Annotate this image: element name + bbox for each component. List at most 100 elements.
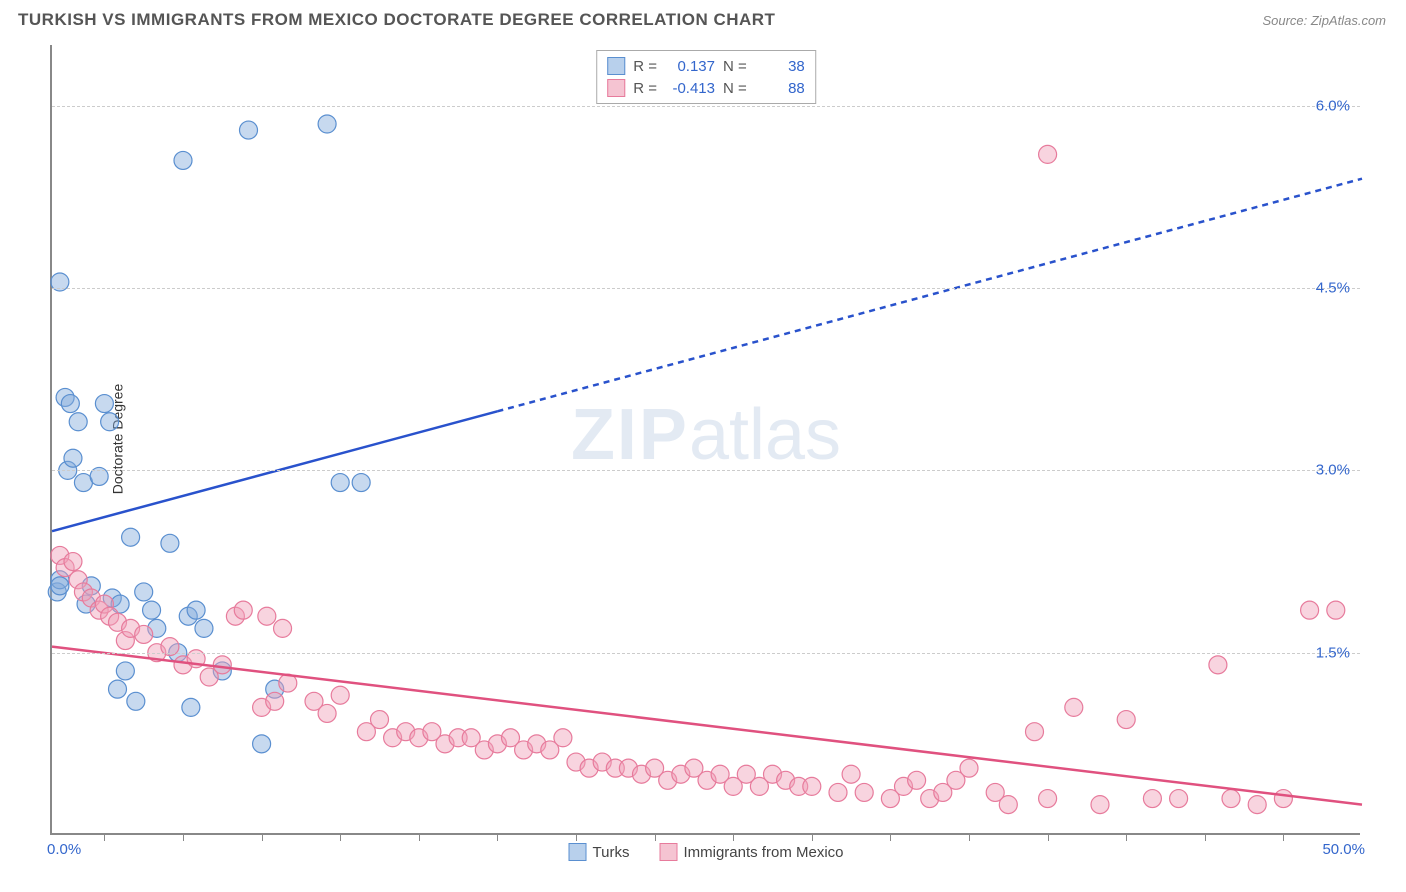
grid-line (52, 470, 1360, 471)
n-value-mexico: 88 (755, 80, 805, 97)
data-point (122, 528, 140, 546)
swatch-turks (607, 57, 625, 75)
data-point (1248, 796, 1266, 814)
data-point (240, 121, 258, 139)
grid-line (52, 288, 1360, 289)
data-point (1327, 601, 1345, 619)
chart-title: TURKISH VS IMMIGRANTS FROM MEXICO DOCTOR… (18, 10, 775, 30)
y-tick-label: 3.0% (1316, 462, 1350, 479)
x-tick-mark (104, 833, 105, 841)
x-tick-mark (890, 833, 891, 841)
x-tick-mark (576, 833, 577, 841)
data-point (371, 711, 389, 729)
source-attribution: Source: ZipAtlas.com (1262, 13, 1386, 28)
data-point (855, 783, 873, 801)
y-tick-label: 1.5% (1316, 644, 1350, 661)
swatch-mexico (607, 79, 625, 97)
data-point (331, 686, 349, 704)
data-point (61, 395, 79, 413)
data-point (109, 680, 127, 698)
data-point (1301, 601, 1319, 619)
data-point (69, 413, 87, 431)
x-tick-mark (1205, 833, 1206, 841)
x-tick-mark (1048, 833, 1049, 841)
data-point (908, 771, 926, 789)
x-tick-mark (733, 833, 734, 841)
data-point (101, 413, 119, 431)
x-tick-mark (969, 833, 970, 841)
x-tick-mark (262, 833, 263, 841)
data-point (274, 619, 292, 637)
grid-line (52, 106, 1360, 107)
swatch-mexico-icon (659, 843, 677, 861)
data-point (829, 783, 847, 801)
x-tick-mark (183, 833, 184, 841)
data-point (1143, 790, 1161, 808)
x-tick-mark (419, 833, 420, 841)
data-point (258, 607, 276, 625)
data-point (135, 625, 153, 643)
scatter-plot-svg (52, 45, 1360, 833)
data-point (352, 474, 370, 492)
data-point (182, 698, 200, 716)
n-value-turks: 38 (755, 58, 805, 75)
data-point (135, 583, 153, 601)
data-point (234, 601, 252, 619)
trend-line-dashed (497, 179, 1362, 412)
data-point (1274, 790, 1292, 808)
data-point (127, 692, 145, 710)
data-point (1209, 656, 1227, 674)
data-point (1170, 790, 1188, 808)
data-point (1026, 723, 1044, 741)
data-point (174, 151, 192, 169)
y-tick-label: 6.0% (1316, 97, 1350, 114)
grid-line (52, 653, 1360, 654)
stats-row-mexico: R = -0.413 N = 88 (607, 77, 805, 99)
data-point (213, 656, 231, 674)
x-tick-min: 0.0% (47, 841, 81, 858)
data-point (999, 796, 1017, 814)
data-point (187, 601, 205, 619)
x-tick-mark (340, 833, 341, 841)
chart-plot-area: Doctorate Degree ZIPatlas R = 0.137 N = … (50, 45, 1360, 835)
chart-header: TURKISH VS IMMIGRANTS FROM MEXICO DOCTOR… (0, 0, 1406, 35)
series-legend: Turks Immigrants from Mexico (569, 843, 844, 861)
data-point (803, 777, 821, 795)
data-point (143, 601, 161, 619)
data-point (554, 729, 572, 747)
data-point (1117, 711, 1135, 729)
data-point (842, 765, 860, 783)
data-point (266, 692, 284, 710)
x-tick-mark (1283, 833, 1284, 841)
x-tick-mark (655, 833, 656, 841)
swatch-turks-icon (569, 843, 587, 861)
data-point (1039, 145, 1057, 163)
x-tick-max: 50.0% (1322, 841, 1365, 858)
data-point (253, 735, 271, 753)
data-point (95, 395, 113, 413)
x-tick-mark (812, 833, 813, 841)
data-point (1091, 796, 1109, 814)
data-point (51, 577, 69, 595)
data-point (64, 553, 82, 571)
r-value-mexico: -0.413 (665, 80, 715, 97)
x-tick-mark (497, 833, 498, 841)
data-point (161, 534, 179, 552)
data-point (1222, 790, 1240, 808)
correlation-stats-legend: R = 0.137 N = 38 R = -0.413 N = 88 (596, 50, 816, 104)
data-point (116, 662, 134, 680)
y-tick-label: 4.5% (1316, 280, 1350, 297)
data-point (318, 704, 336, 722)
data-point (64, 449, 82, 467)
r-value-turks: 0.137 (665, 58, 715, 75)
x-tick-mark (1126, 833, 1127, 841)
legend-item-mexico: Immigrants from Mexico (659, 843, 843, 861)
data-point (195, 619, 213, 637)
stats-row-turks: R = 0.137 N = 38 (607, 55, 805, 77)
data-point (331, 474, 349, 492)
data-point (318, 115, 336, 133)
legend-item-turks: Turks (569, 843, 630, 861)
data-point (960, 759, 978, 777)
data-point (1065, 698, 1083, 716)
data-point (1039, 790, 1057, 808)
